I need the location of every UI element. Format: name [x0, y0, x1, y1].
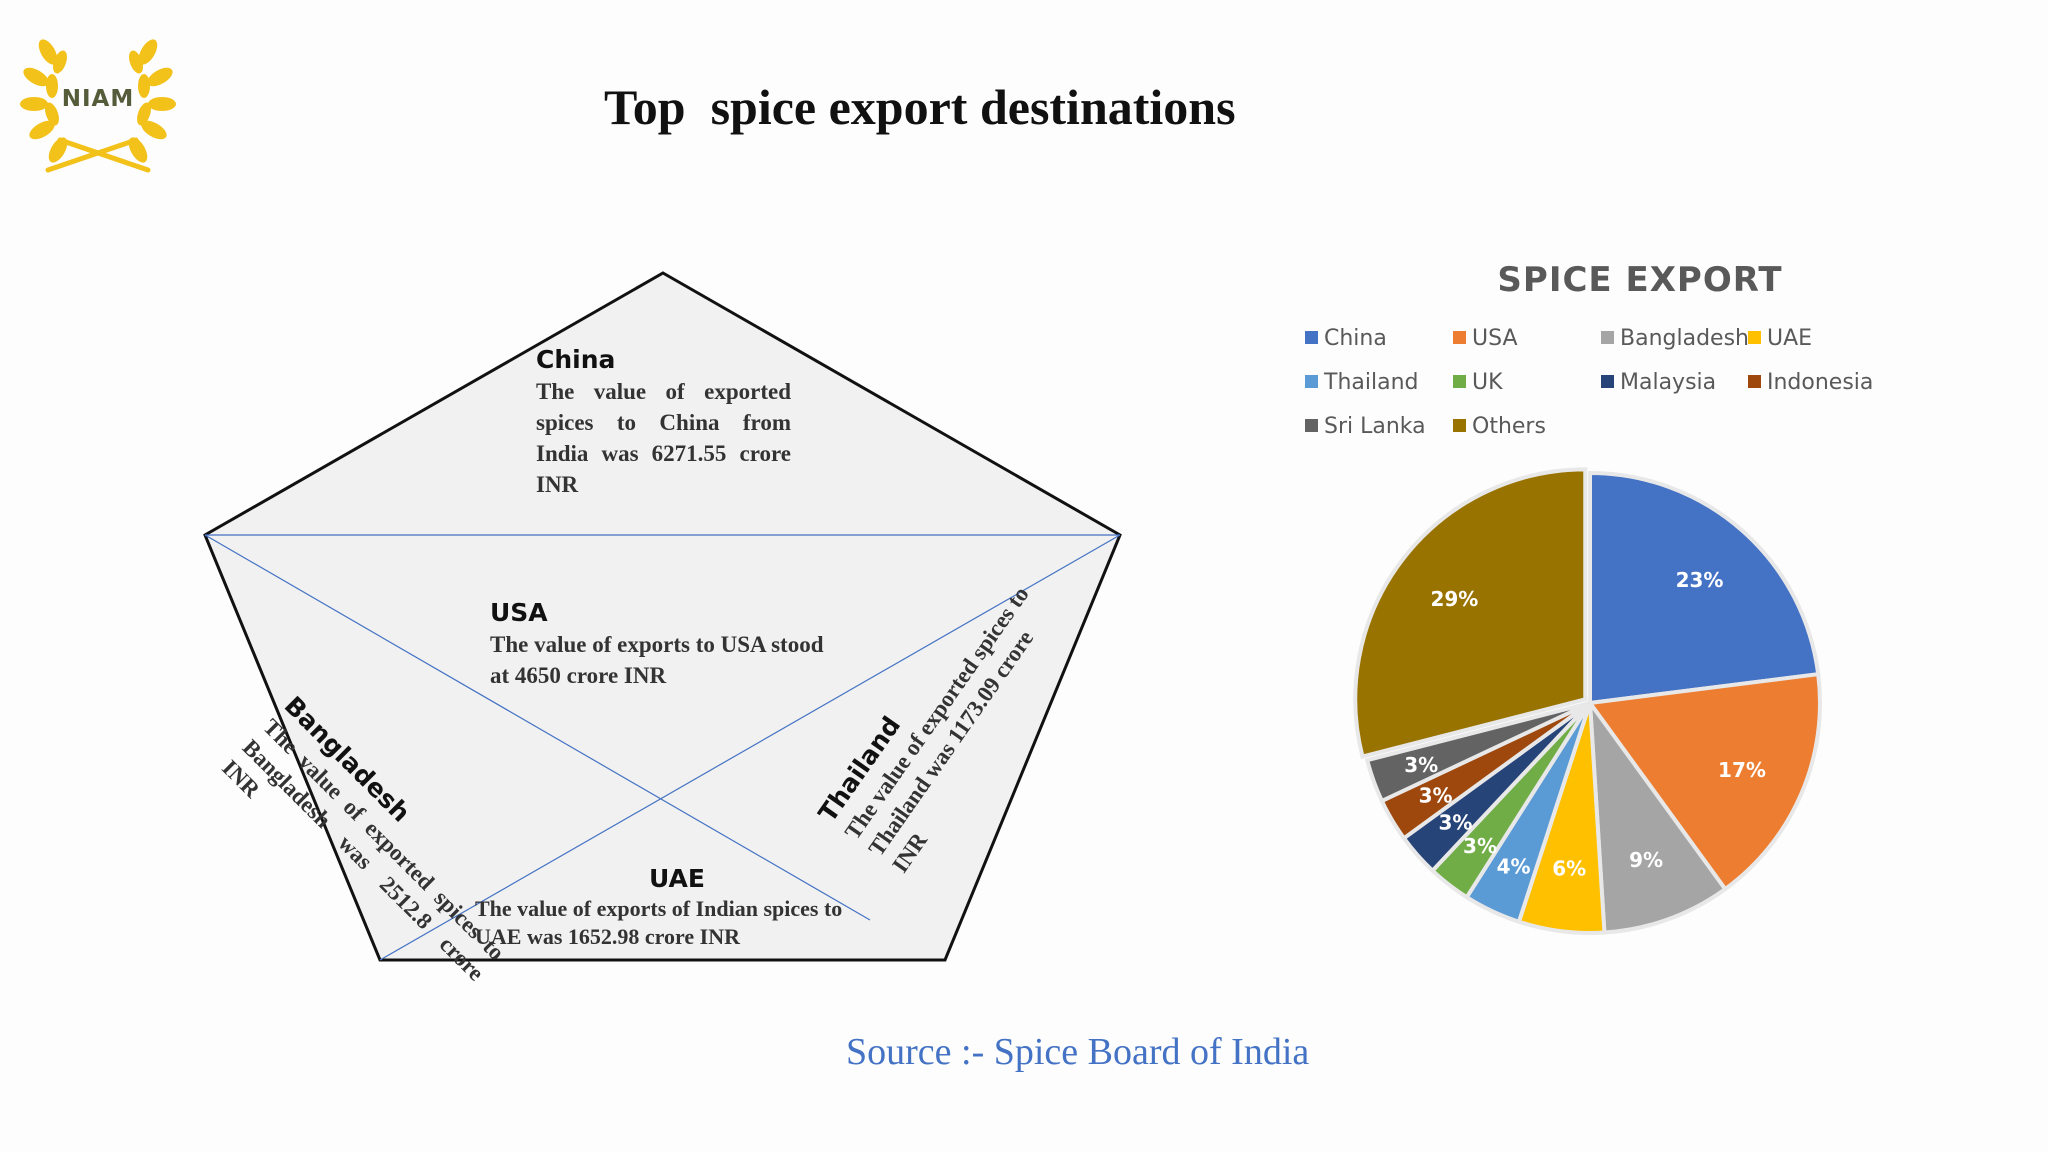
usa-text-line: The value of exports to USA stood [490, 632, 824, 657]
usa-text-line: at 4650 crore INR [490, 663, 667, 688]
data-label: 9% [1629, 848, 1663, 872]
legend-swatch [1601, 375, 1614, 388]
legend-item: UK [1453, 370, 1503, 395]
data-label: 3% [1463, 834, 1497, 858]
legend-swatch [1748, 375, 1761, 388]
legend-label: Sri Lanka [1324, 414, 1426, 439]
data-label: 3% [1419, 783, 1453, 807]
pie-slice-sri-lanka [1364, 701, 1591, 804]
page-title: Top spice export destinations [604, 79, 1236, 135]
legend-item: USA [1453, 326, 1518, 351]
data-label: 6% [1552, 856, 1586, 880]
legend-swatch [1601, 331, 1614, 344]
china-text: The value of exported spices to China fr… [536, 379, 791, 497]
uae-text-line: UAE was 1652.98 crore INR [475, 924, 740, 949]
legend-swatch [1453, 419, 1466, 432]
data-label: 3% [1404, 753, 1438, 777]
legend-item: China [1305, 326, 1387, 351]
china-heading: China [536, 345, 616, 374]
divider-line [204, 534, 871, 921]
uae-text-line: The value of exports of Indian spices to [475, 896, 843, 921]
data-label: 3% [1438, 811, 1472, 835]
usa-heading: USA [490, 598, 548, 627]
legend-label: UK [1472, 370, 1503, 395]
china-section: China The value of exported spices to Ch… [536, 344, 791, 500]
data-label: 23% [1676, 568, 1724, 592]
legend-swatch [1453, 375, 1466, 388]
legend-item: Bangladesh [1601, 326, 1749, 351]
legend-label: Bangladesh [1620, 326, 1749, 351]
divider-line [379, 534, 1121, 961]
legend-label: Thailand [1324, 370, 1419, 395]
legend-swatch [1305, 419, 1318, 432]
legend-item: Thailand [1305, 370, 1418, 395]
uae-section: UAE The value of exports of Indian spice… [475, 863, 875, 951]
pie-slice-bangladesh [1587, 696, 1728, 935]
uae-heading: UAE [649, 864, 705, 893]
usa-section: USA The value of exports to USA stood at… [490, 597, 890, 691]
logo-text: NIAM [61, 86, 135, 112]
pie-slice-usa [1586, 671, 1822, 892]
legend-swatch [1305, 331, 1318, 344]
niam-logo: NIAM [18, 22, 178, 182]
legend-item: Malaysia [1601, 370, 1716, 395]
pie-slice-others [1353, 467, 1588, 759]
legend-swatch [1305, 375, 1318, 388]
legend-item: UAE [1748, 326, 1812, 351]
laurel-wreath-icon [20, 39, 176, 173]
pentagon-shape [203, 271, 1122, 962]
data-label: 4% [1497, 854, 1531, 878]
source-note: Source :- Spice Board of India [846, 1031, 1310, 1073]
data-label: 29% [1430, 587, 1478, 611]
chart-legend: China USA Bangladesh UAE Thailand UK Malaysia I… [1305, 326, 1885, 466]
legend-label: Malaysia [1620, 370, 1717, 395]
pie-slice-china [1588, 470, 1821, 706]
data-label: 17% [1718, 758, 1766, 782]
legend-label: Others [1472, 414, 1546, 439]
legend-swatch [1453, 331, 1466, 344]
legend-label: China [1324, 326, 1387, 351]
legend-label: Indonesia [1767, 370, 1874, 395]
chart-title: SPICE EXPORT [1497, 260, 1783, 300]
legend-item: Indonesia [1748, 370, 1873, 395]
legend-label: UAE [1767, 326, 1813, 351]
legend-swatch [1748, 331, 1761, 344]
legend-item: Sri Lanka [1305, 414, 1426, 439]
legend-label: USA [1472, 326, 1518, 351]
legend-item: Others [1453, 414, 1546, 439]
